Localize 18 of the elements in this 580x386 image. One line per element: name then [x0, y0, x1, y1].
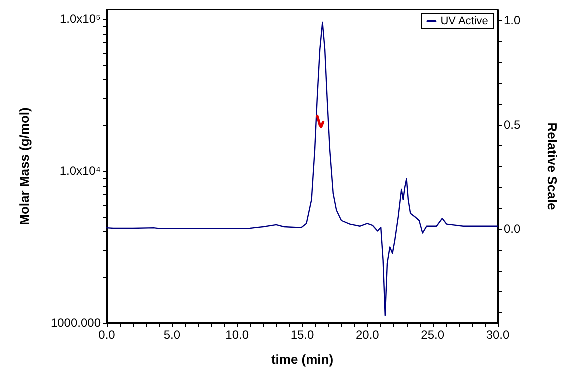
y-tick-label: 1.0x10⁵ [60, 12, 102, 26]
x-tick-label: 20.0 [356, 328, 380, 342]
y2-tick-label: 1.0 [504, 13, 522, 28]
line-series [316, 114, 325, 128]
x-tick-label: 30.0 [486, 328, 510, 342]
legend-label: UV Active [440, 16, 488, 28]
y2-tick-label: 0.0 [504, 222, 522, 236]
y-axis-title: Molar Mass (g/mol) [17, 108, 32, 226]
y-tick-label: 1000.000 [50, 316, 102, 330]
y2-axis-title: Relative Scale [545, 122, 560, 210]
y2-tick-label: 0.5 [504, 118, 522, 132]
x-tick-label: 5.0 [164, 328, 181, 342]
x-tick-label: 0.0 [98, 328, 116, 342]
x-tick-label: 15.0 [290, 328, 314, 342]
x-tick-label: 10.0 [226, 328, 250, 342]
x-tick-label: 25.0 [421, 328, 445, 342]
y-tick-label: 1.0x10⁴ [60, 164, 101, 178]
x-axis-title: time (min) [271, 352, 334, 367]
